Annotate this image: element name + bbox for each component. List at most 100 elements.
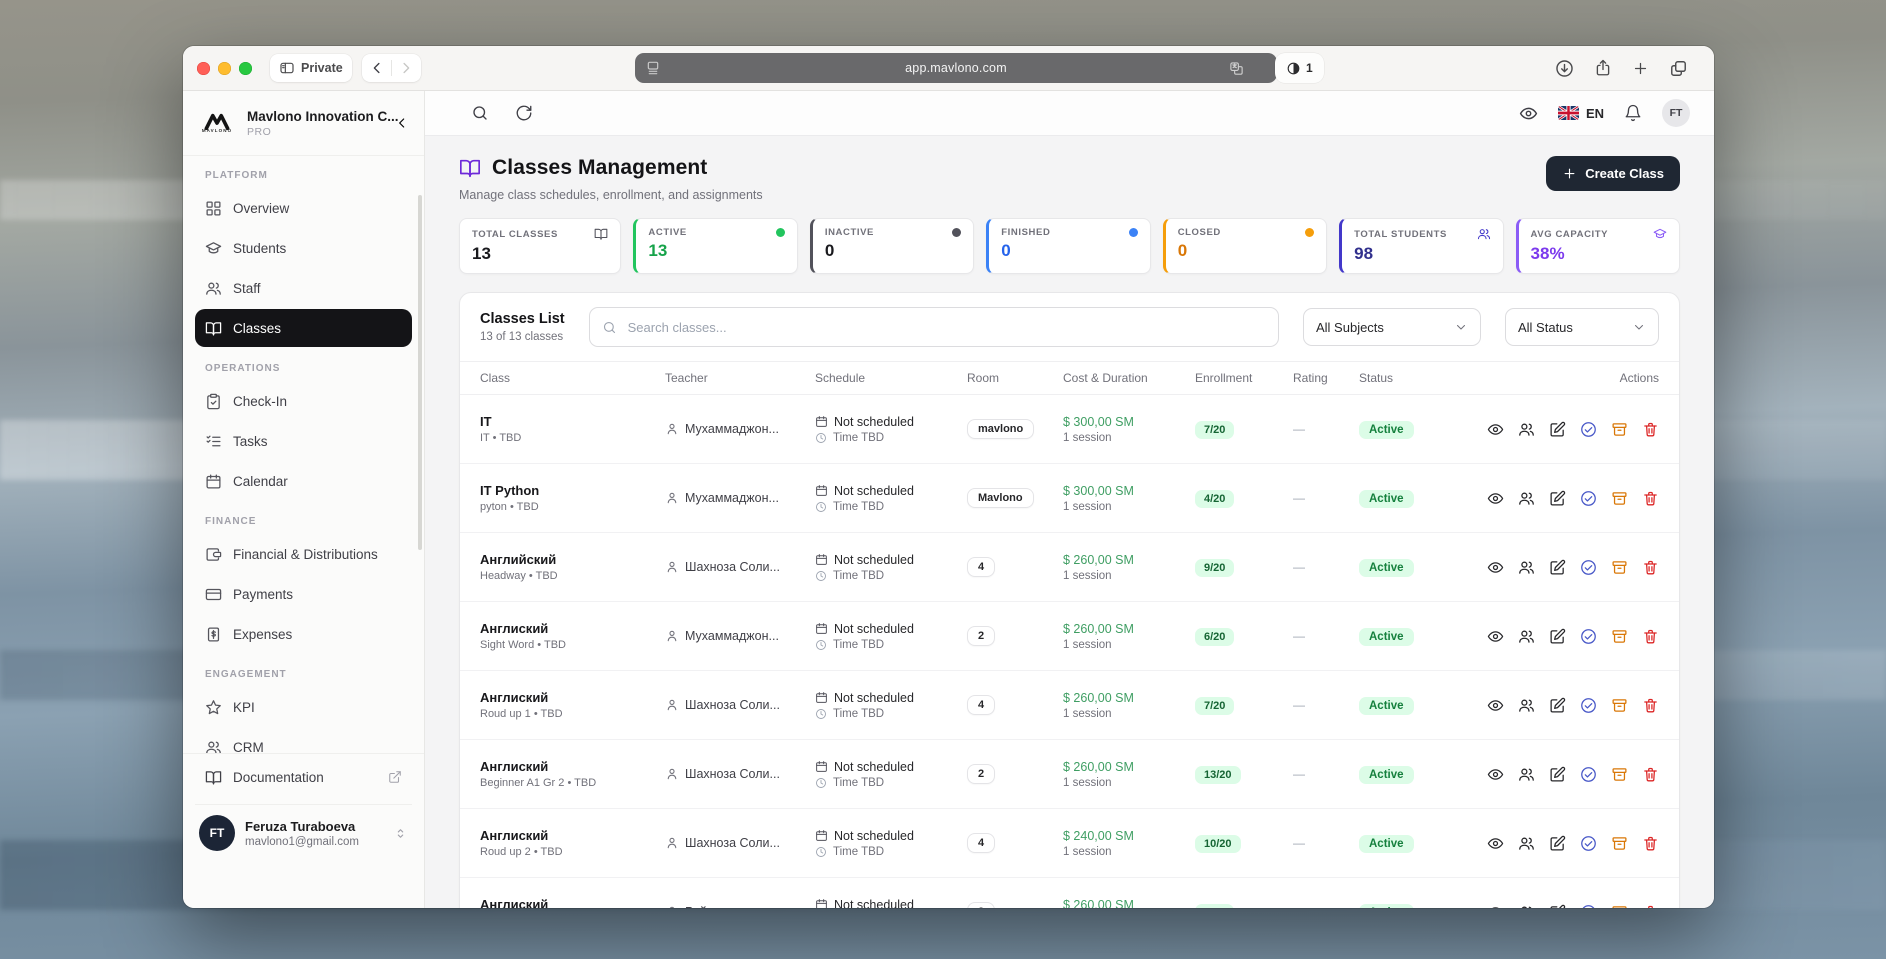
sidebar-item-students[interactable]: Students (195, 229, 412, 267)
archive-action-button[interactable] (1610, 420, 1628, 438)
trash-action-button[interactable] (1641, 834, 1659, 852)
edit-action-button[interactable] (1548, 489, 1566, 507)
table-row[interactable]: Англиский Sight Word • TBD Мухаммаджон... N… (460, 602, 1679, 671)
refresh-button[interactable] (515, 104, 533, 122)
eye-action-button[interactable] (1486, 834, 1504, 852)
table-row[interactable]: Англиский Roud up 1 • TBD Шахноза Соли... N… (460, 671, 1679, 740)
edit-action-button[interactable] (1548, 765, 1566, 783)
users-action-button[interactable] (1517, 765, 1535, 783)
check-circle-action-button[interactable] (1579, 696, 1597, 714)
topbar-avatar[interactable]: FT (1662, 99, 1690, 127)
sidebar-item-expenses[interactable]: Expenses (195, 615, 412, 653)
archive-action-button[interactable] (1610, 696, 1628, 714)
language-selector[interactable]: EN (1557, 106, 1604, 121)
tab-overview-button[interactable] (1669, 59, 1688, 78)
private-browsing-badge[interactable]: Private (270, 54, 352, 82)
users-action-button[interactable] (1517, 420, 1535, 438)
sidebar-item-classes[interactable]: Classes (195, 309, 412, 347)
edit-action-button[interactable] (1548, 834, 1566, 852)
eye-action-button[interactable] (1486, 558, 1504, 576)
trash-action-button[interactable] (1641, 903, 1659, 908)
sidebar-item-kpi[interactable]: KPI (195, 688, 412, 726)
check-circle-action-button[interactable] (1579, 489, 1597, 507)
reader-icon[interactable] (645, 60, 661, 76)
edit-action-button[interactable] (1548, 903, 1566, 908)
archive-action-button[interactable] (1610, 489, 1628, 507)
eye-action-button[interactable] (1486, 489, 1504, 507)
minimize-window-button[interactable] (218, 61, 231, 75)
forward-button[interactable] (397, 59, 415, 77)
close-window-button[interactable] (197, 61, 210, 75)
zoom-window-button[interactable] (239, 61, 252, 75)
table-row[interactable]: Англиский Roud up 2 • TBD Шахноза Соли... N… (460, 809, 1679, 878)
check-circle-action-button[interactable] (1579, 903, 1597, 908)
eye-action-button[interactable] (1486, 903, 1504, 908)
users-action-button[interactable] (1517, 696, 1535, 714)
documentation-label: Documentation (233, 769, 324, 785)
trash-action-button[interactable] (1641, 765, 1659, 783)
visibility-toggle-button[interactable] (1519, 104, 1538, 123)
users-action-button[interactable] (1517, 558, 1535, 576)
global-search-button[interactable] (471, 104, 489, 122)
translate-icon[interactable] (1229, 61, 1244, 76)
sidebar-collapse-button[interactable] (394, 115, 410, 131)
sidebar-item-overview[interactable]: Overview (195, 189, 412, 227)
table-row[interactable]: Английский Headway • TBD Шахноза Соли... No… (460, 533, 1679, 602)
check-circle-action-button[interactable] (1579, 834, 1597, 852)
sidebar-item-financial-distributions[interactable]: Financial & Distributions (195, 535, 412, 573)
notifications-button[interactable] (1624, 104, 1642, 122)
sidebar-item-staff[interactable]: Staff (195, 269, 412, 307)
create-class-button[interactable]: Create Class (1546, 156, 1680, 191)
check-circle-action-button[interactable] (1579, 420, 1597, 438)
sidebar-item-documentation[interactable]: Documentation (195, 758, 412, 796)
eye-action-button[interactable] (1486, 420, 1504, 438)
share-button[interactable] (1594, 59, 1612, 77)
users-action-button[interactable] (1517, 489, 1535, 507)
sidebar-item-calendar[interactable]: Calendar (195, 462, 412, 500)
content-blocker-badge[interactable]: 1 (1275, 53, 1324, 83)
check-circle-action-button[interactable] (1579, 627, 1597, 645)
check-circle-action-button[interactable] (1579, 765, 1597, 783)
archive-action-button[interactable] (1610, 903, 1628, 908)
classes-search[interactable] (588, 307, 1279, 347)
edit-action-button[interactable] (1548, 627, 1566, 645)
table-row[interactable]: IT Python pyton • TBD Мухаммаджон... Not sc… (460, 464, 1679, 533)
back-button[interactable] (368, 59, 386, 77)
archive-action-button[interactable] (1610, 765, 1628, 783)
users-action-button[interactable] (1517, 834, 1535, 852)
trash-action-button[interactable] (1641, 696, 1659, 714)
status-filter-select[interactable]: All Status (1505, 308, 1659, 346)
archive-action-button[interactable] (1610, 834, 1628, 852)
downloads-button[interactable] (1555, 59, 1574, 78)
sidebar-item-check-in[interactable]: Check-In (195, 382, 412, 420)
table-row[interactable]: АнглискийGrammar friends 1 • TBD Райхона … (460, 878, 1679, 908)
trash-action-button[interactable] (1641, 558, 1659, 576)
trash-action-button[interactable] (1641, 420, 1659, 438)
classes-search-input[interactable] (625, 318, 1266, 336)
archive-action-button[interactable] (1610, 627, 1628, 645)
sidebar-scrollbar[interactable] (418, 195, 422, 550)
archive-action-button[interactable] (1610, 558, 1628, 576)
trash-action-button[interactable] (1641, 489, 1659, 507)
eye-action-button[interactable] (1486, 696, 1504, 714)
address-bar[interactable]: app.mavlono.com (635, 53, 1277, 83)
edit-action-button[interactable] (1548, 420, 1566, 438)
user-menu[interactable]: FT Feruza Turaboeva mavlono1@gmail.com (195, 804, 412, 851)
users-action-button[interactable] (1517, 903, 1535, 908)
reload-icon[interactable] (1253, 61, 1267, 76)
trash-action-button[interactable] (1641, 627, 1659, 645)
org-header[interactable]: MAVLONO Mavlono Innovation C... PRO (183, 91, 424, 156)
edit-action-button[interactable] (1548, 696, 1566, 714)
sidebar-item-tasks[interactable]: Tasks (195, 422, 412, 460)
users-action-button[interactable] (1517, 627, 1535, 645)
subject-filter-select[interactable]: All Subjects (1303, 308, 1481, 346)
eye-action-button[interactable] (1486, 627, 1504, 645)
table-row[interactable]: IT IT • TBD Мухаммаджон... Not scheduled Tim… (460, 395, 1679, 464)
edit-action-button[interactable] (1548, 558, 1566, 576)
check-circle-action-button[interactable] (1579, 558, 1597, 576)
new-tab-button[interactable] (1632, 60, 1649, 77)
sidebar-item-payments[interactable]: Payments (195, 575, 412, 613)
eye-action-button[interactable] (1486, 765, 1504, 783)
sidebar-item-crm[interactable]: CRM (195, 728, 412, 753)
table-row[interactable]: Англиский Beginner A1 Gr 2 • TBD Шахноза С… (460, 740, 1679, 809)
